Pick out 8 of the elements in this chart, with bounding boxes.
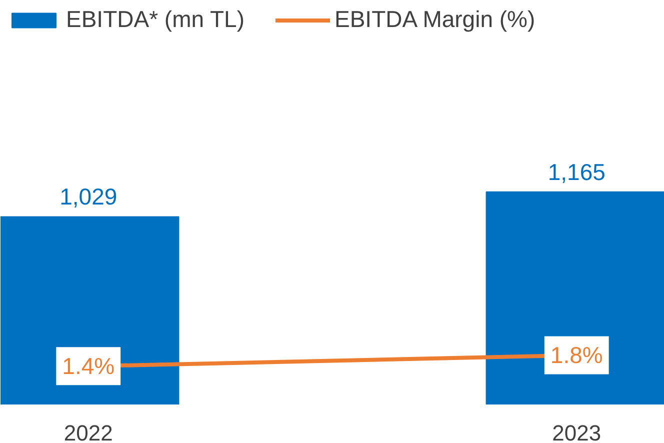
data-label: 1,165 <box>548 158 606 185</box>
legend-label: EBITDA Margin (%) <box>334 6 536 33</box>
legend-label: EBITDA* (mn TL) <box>66 6 244 33</box>
x-tick-label: 2023 <box>552 420 602 443</box>
data-label: 1,029 <box>60 184 118 210</box>
data-label: 1.4% <box>62 353 115 380</box>
data-label: 1.8% <box>550 342 603 368</box>
x-tick-label: 2022 <box>64 420 113 443</box>
